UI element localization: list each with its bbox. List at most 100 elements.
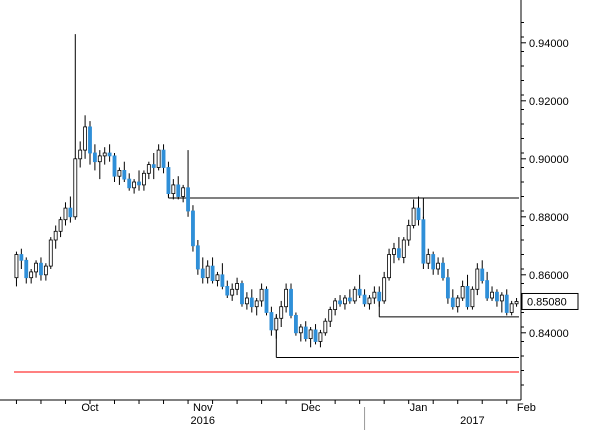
candle-up bbox=[132, 181, 137, 189]
x-month-label: Feb bbox=[517, 402, 536, 414]
candle-up bbox=[146, 164, 151, 174]
horizontal-levels bbox=[14, 183, 519, 373]
y-tick-label: 0.90000 bbox=[529, 154, 569, 166]
candle-down bbox=[122, 169, 127, 180]
candle-down bbox=[269, 312, 274, 331]
candle-up bbox=[53, 230, 58, 241]
candle-up bbox=[406, 225, 411, 241]
candle-down bbox=[465, 285, 470, 308]
candle-up bbox=[244, 297, 249, 305]
candle-down bbox=[92, 152, 97, 163]
candle-up bbox=[382, 277, 387, 302]
last-value-box bbox=[521, 292, 579, 310]
x-year-label: 2016 bbox=[191, 415, 215, 427]
candle-down bbox=[357, 288, 362, 296]
candle-up bbox=[367, 297, 372, 305]
candle-down bbox=[377, 291, 382, 302]
candle-up bbox=[58, 219, 63, 232]
y-tick-label: 0.88000 bbox=[529, 212, 569, 224]
candle-up bbox=[43, 265, 48, 276]
x-axis: Oct Nov Dec Jan Feb 2016 2017 bbox=[0, 399, 536, 430]
candle-down bbox=[107, 152, 112, 157]
candle-up bbox=[97, 155, 102, 163]
candle-down bbox=[338, 300, 342, 305]
candle-down bbox=[347, 297, 352, 302]
y-tick-label: 0.94000 bbox=[529, 38, 569, 50]
candle-down bbox=[200, 268, 205, 279]
candle-down bbox=[495, 291, 499, 302]
candle-up bbox=[230, 288, 235, 296]
y-tick-label: 0.92000 bbox=[529, 96, 569, 108]
candle-up bbox=[156, 149, 161, 168]
candle-up bbox=[509, 303, 514, 313]
candle-up bbox=[411, 207, 416, 226]
candle-down bbox=[166, 167, 171, 195]
candle-down bbox=[289, 288, 293, 316]
candle-up bbox=[117, 169, 122, 177]
y-tick-label: 0.86000 bbox=[529, 270, 569, 282]
candle-up bbox=[14, 254, 19, 279]
candle-down bbox=[127, 178, 132, 189]
candle-down bbox=[450, 297, 455, 308]
candle-down bbox=[480, 268, 485, 282]
candle-down bbox=[396, 248, 401, 258]
candle-up bbox=[259, 288, 264, 302]
candle-up bbox=[205, 265, 210, 279]
candle-up bbox=[48, 239, 53, 267]
y-tick-label: 0.84000 bbox=[529, 328, 569, 340]
candle-down bbox=[24, 259, 29, 279]
candle-down bbox=[303, 326, 308, 340]
candle-down bbox=[441, 262, 445, 279]
last-value-label: 0.85080 bbox=[527, 296, 567, 308]
candle-down bbox=[293, 314, 298, 334]
x-year-label: 2017 bbox=[460, 415, 484, 427]
candle-down bbox=[445, 277, 450, 299]
candle-up bbox=[455, 297, 460, 308]
x-month-label: Dec bbox=[301, 402, 321, 414]
candle-down bbox=[249, 297, 254, 308]
candle-up bbox=[436, 262, 441, 270]
x-month-label: Oct bbox=[81, 402, 98, 414]
candle-down bbox=[210, 265, 215, 282]
candle-up bbox=[401, 239, 406, 258]
candle-up bbox=[392, 248, 396, 255]
x-month-label: Jan bbox=[410, 402, 428, 414]
candle-up bbox=[470, 288, 475, 308]
candle-down bbox=[195, 245, 200, 270]
candle-up bbox=[333, 300, 338, 310]
candle-up bbox=[426, 254, 431, 264]
candle-up bbox=[142, 172, 146, 186]
candles bbox=[14, 34, 519, 348]
candle-up bbox=[387, 254, 391, 279]
candle-up bbox=[78, 149, 83, 160]
candle-down bbox=[186, 187, 190, 212]
candle-down bbox=[220, 274, 225, 287]
candle-down bbox=[485, 280, 490, 299]
candle-down bbox=[362, 294, 367, 305]
candle-up bbox=[298, 326, 303, 334]
candle-up bbox=[352, 288, 357, 302]
candle-up bbox=[29, 271, 34, 279]
candle-up bbox=[215, 274, 220, 281]
candle-up bbox=[328, 309, 333, 322]
candle-up bbox=[235, 283, 240, 290]
candle-up bbox=[460, 285, 465, 299]
candle-up bbox=[372, 291, 377, 299]
candle-up bbox=[308, 329, 313, 339]
x-month-label: Nov bbox=[193, 402, 213, 414]
candle-down bbox=[421, 219, 426, 264]
candle-down bbox=[112, 155, 117, 177]
candle-up bbox=[499, 294, 504, 302]
candle-up bbox=[254, 300, 259, 308]
candle-down bbox=[176, 184, 181, 197]
candle-up bbox=[475, 268, 480, 290]
candle-up bbox=[343, 297, 347, 305]
candle-down bbox=[313, 329, 318, 342]
candle-up bbox=[73, 158, 78, 218]
candle-up bbox=[514, 301, 519, 305]
candle-up bbox=[279, 306, 284, 319]
candle-up bbox=[274, 317, 279, 331]
candle-down bbox=[137, 181, 141, 186]
candle-down bbox=[431, 254, 436, 270]
